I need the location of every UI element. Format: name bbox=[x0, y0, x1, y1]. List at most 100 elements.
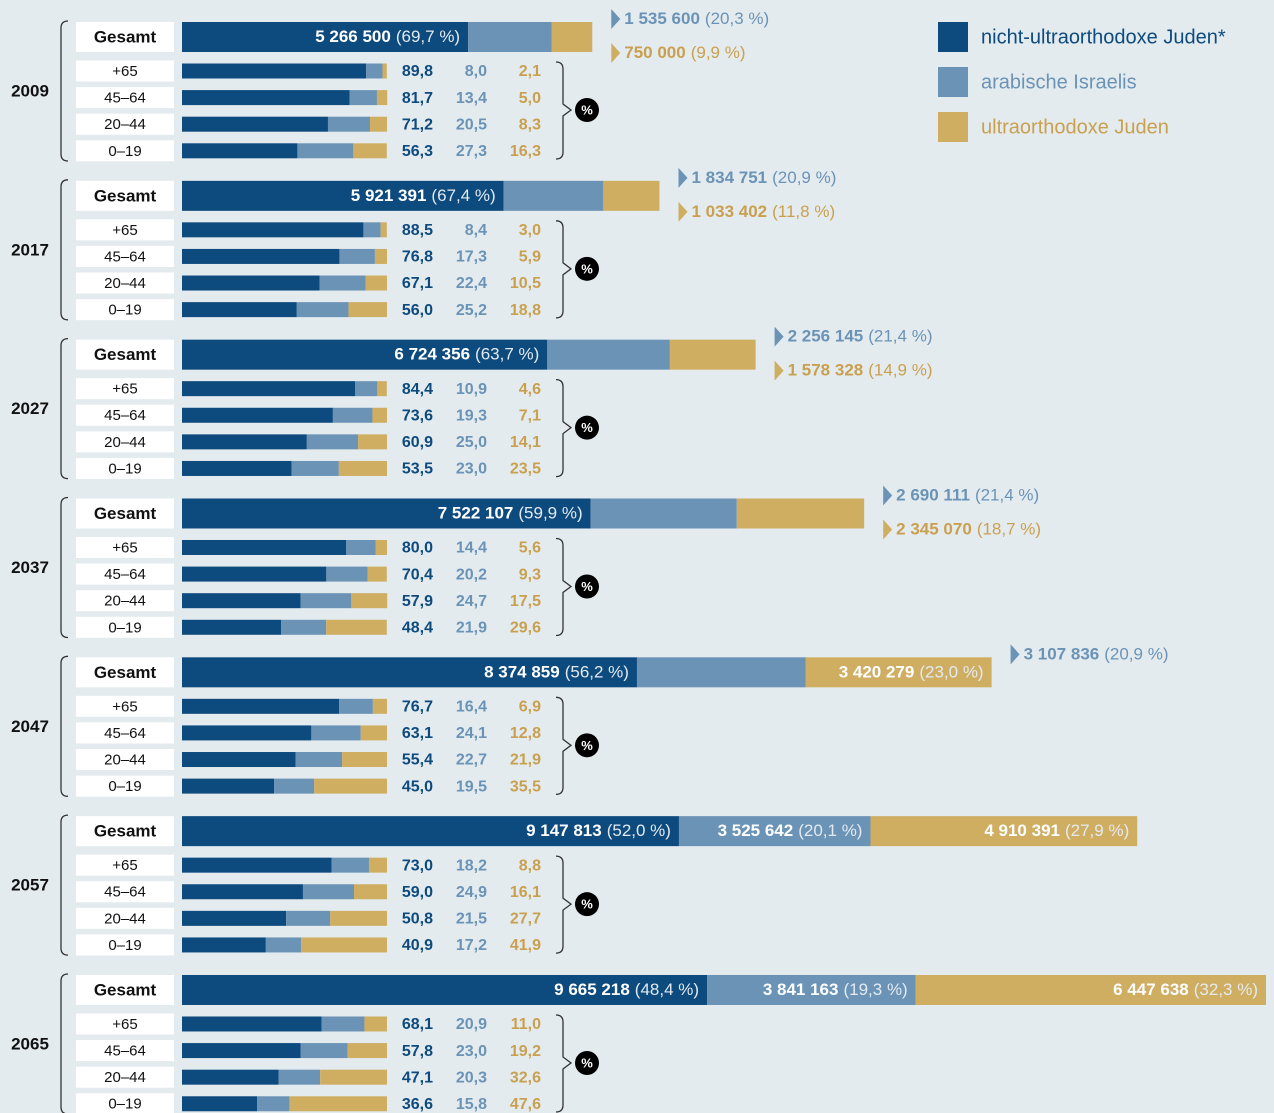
age-value-label: 19,3 bbox=[456, 407, 487, 424]
age-value-label: 8,3 bbox=[519, 116, 541, 133]
age-label: 45–64 bbox=[104, 725, 146, 742]
label-box bbox=[76, 816, 174, 847]
label-box bbox=[76, 775, 174, 797]
age-bar-segment bbox=[366, 63, 383, 79]
age-label: 20–44 bbox=[104, 593, 146, 610]
total-label: Gesamt bbox=[94, 27, 157, 46]
label-box bbox=[76, 722, 174, 744]
age-value-label: 20,2 bbox=[456, 566, 487, 583]
age-bar-segment bbox=[300, 593, 352, 609]
age-bar-segment bbox=[182, 725, 312, 741]
total-share: (19,3 %) bbox=[843, 980, 907, 999]
total-bar-segment bbox=[182, 180, 504, 211]
label-box bbox=[76, 590, 174, 612]
total-bar-segment bbox=[636, 657, 806, 688]
total-number: 9 147 813 bbox=[526, 822, 602, 841]
age-bar-segment bbox=[182, 434, 307, 450]
total-value-label: 1 033 402 (11,8 %) bbox=[691, 202, 835, 221]
age-value-label: 60,9 bbox=[402, 434, 433, 451]
label-box bbox=[76, 616, 174, 638]
age-value-label: 45,0 bbox=[402, 778, 433, 795]
age-bar-segment bbox=[278, 1069, 321, 1085]
callout-marker bbox=[883, 519, 893, 540]
age-value-label: 71,2 bbox=[402, 116, 433, 133]
age-value-label: 57,9 bbox=[402, 593, 433, 610]
bracket bbox=[60, 814, 69, 956]
total-value-label: 3 841 163 (19,3 %) bbox=[763, 980, 908, 999]
age-bar-segment bbox=[347, 1043, 387, 1059]
bracket bbox=[60, 496, 69, 639]
total-share: (69,7 %) bbox=[396, 27, 460, 46]
age-bar-segment bbox=[348, 302, 387, 318]
total-share: (9,9 %) bbox=[691, 43, 746, 62]
age-value-label: 21,5 bbox=[456, 911, 487, 928]
age-bar-segment bbox=[349, 90, 377, 106]
total-value-label: 9 147 813 (52,0 %) bbox=[526, 822, 671, 841]
total-share: (21,4 %) bbox=[975, 486, 1039, 505]
label-box bbox=[76, 657, 174, 688]
age-value-label: 29,6 bbox=[510, 620, 541, 637]
age-bar-segment bbox=[375, 539, 387, 555]
age-bar-segment bbox=[367, 566, 387, 582]
bracket bbox=[60, 20, 69, 162]
age-bar-segment bbox=[182, 1043, 301, 1059]
age-bar-segment bbox=[363, 222, 381, 238]
total-value-label: 3 107 836 (20,9 %) bbox=[1024, 645, 1169, 664]
age-label: 45–64 bbox=[104, 407, 146, 424]
total-number: 2 345 070 bbox=[896, 520, 972, 539]
total-label: Gesamt bbox=[94, 504, 157, 523]
label-box bbox=[76, 934, 174, 956]
age-label: 0–19 bbox=[108, 937, 141, 954]
age-bar-segment bbox=[182, 566, 327, 582]
unit-badge bbox=[575, 415, 599, 440]
total-label: Gesamt bbox=[94, 980, 157, 999]
label-box bbox=[76, 140, 174, 162]
bracket bbox=[60, 179, 69, 321]
total-number: 2 690 111 bbox=[896, 486, 970, 505]
label-box bbox=[76, 245, 174, 267]
unit-badge-label: % bbox=[581, 1055, 593, 1070]
total-value-label: 3 420 279 (23,0 %) bbox=[839, 663, 984, 682]
age-value-label: 89,8 bbox=[402, 63, 433, 80]
total-label: Gesamt bbox=[94, 663, 157, 682]
label-box bbox=[76, 881, 174, 903]
total-value-label: 5 921 391 (67,4 %) bbox=[351, 186, 496, 205]
label-box bbox=[76, 272, 174, 294]
total-value-label: 750 000 (9,9 %) bbox=[624, 43, 745, 62]
age-bar-segment bbox=[372, 698, 387, 714]
unit-badge bbox=[575, 1050, 599, 1075]
age-value-label: 17,5 bbox=[510, 593, 541, 610]
total-label: Gesamt bbox=[94, 822, 157, 841]
age-value-label: 63,1 bbox=[402, 725, 433, 742]
age-bar-segment bbox=[182, 1069, 279, 1085]
total-value-label: 8 374 859 (56,2 %) bbox=[484, 663, 629, 682]
total-bar-segment bbox=[182, 498, 591, 529]
age-value-label: 32,6 bbox=[510, 1069, 541, 1086]
age-label: 45–64 bbox=[104, 884, 146, 901]
age-value-label: 55,4 bbox=[402, 752, 433, 769]
callout-marker bbox=[611, 43, 621, 63]
total-share: (56,2 %) bbox=[565, 663, 629, 682]
age-value-label: 73,6 bbox=[402, 407, 433, 424]
legend-swatch bbox=[938, 67, 968, 97]
total-number: 1 578 328 bbox=[788, 361, 864, 380]
age-value-label: 21,9 bbox=[456, 620, 487, 637]
age-label: +65 bbox=[112, 222, 137, 239]
unit-badge-label: % bbox=[581, 738, 593, 753]
age-bar-segment bbox=[295, 752, 343, 768]
age-value-label: 16,4 bbox=[456, 699, 487, 716]
bracket bbox=[555, 220, 573, 319]
total-bar-segment bbox=[707, 974, 916, 1005]
age-value-label: 20,5 bbox=[456, 116, 487, 133]
total-bar-segment bbox=[468, 22, 552, 52]
age-bar-segment bbox=[332, 407, 373, 423]
total-share: (27,9 %) bbox=[1065, 822, 1129, 841]
age-value-label: 22,7 bbox=[456, 752, 487, 769]
legend-swatch bbox=[938, 112, 968, 142]
age-value-label: 16,3 bbox=[510, 143, 541, 160]
label-box bbox=[76, 498, 174, 529]
age-label: 20–44 bbox=[104, 116, 146, 133]
age-value-label: 17,2 bbox=[456, 937, 487, 954]
total-number: 3 107 836 bbox=[1024, 645, 1100, 664]
